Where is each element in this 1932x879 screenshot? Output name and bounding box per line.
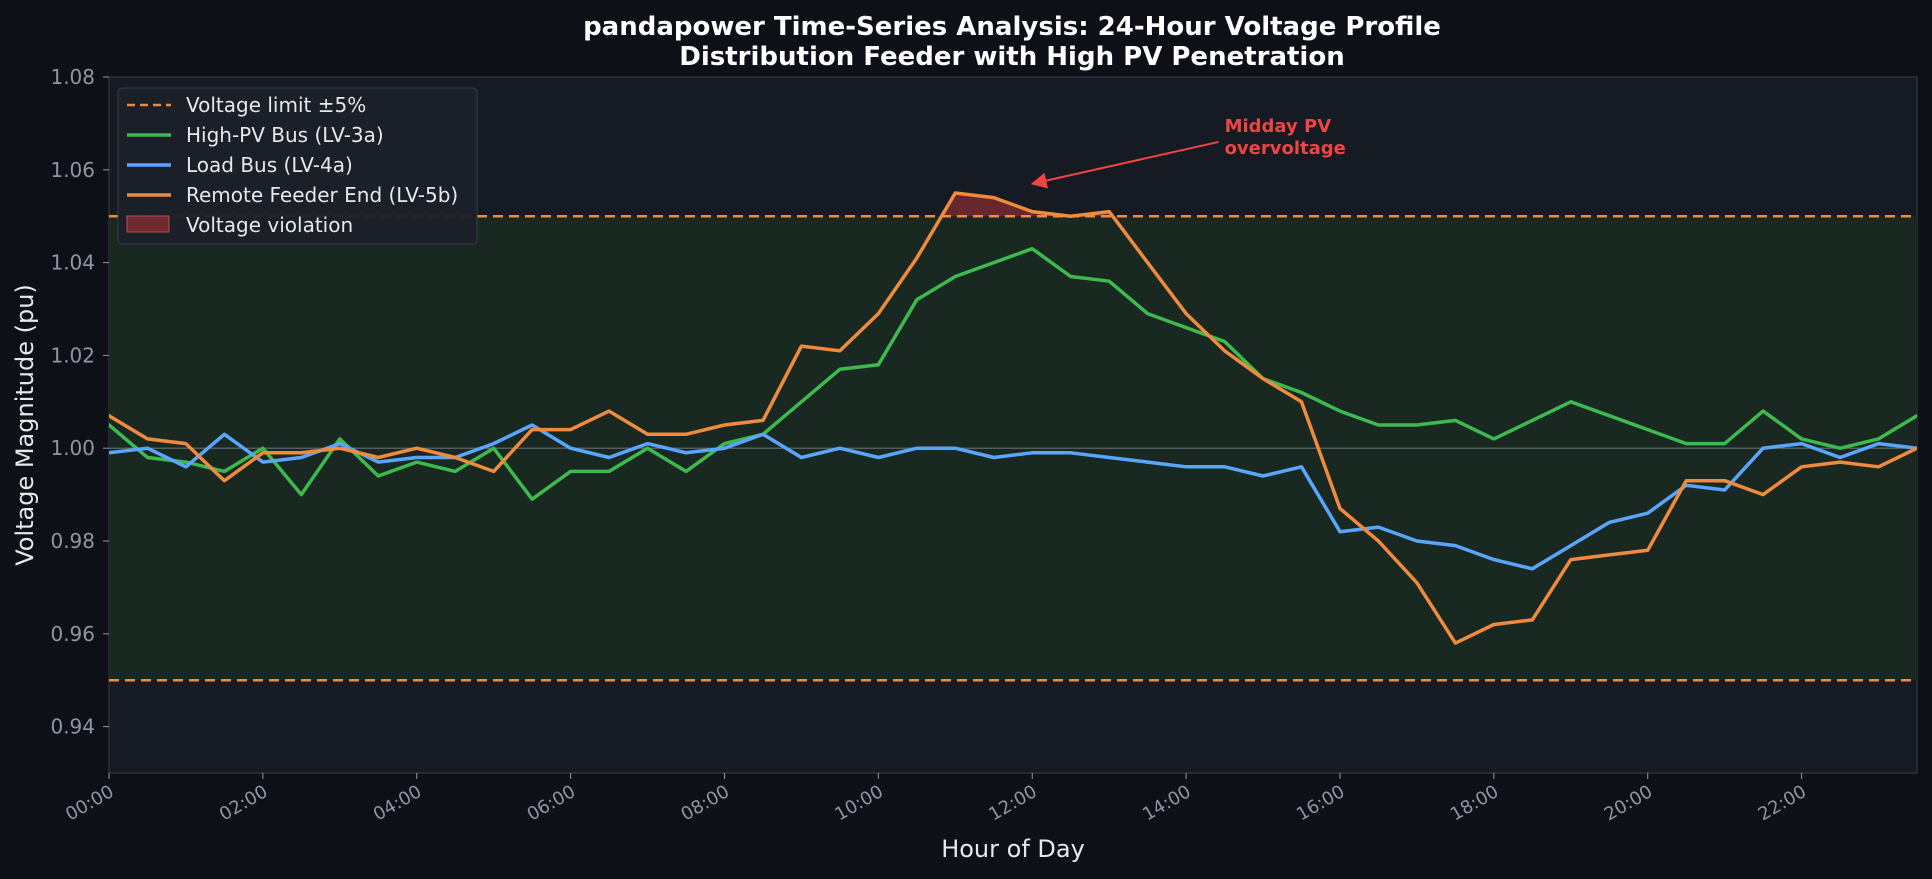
y-tick-label: 0.94 — [50, 715, 95, 739]
legend-swatch-violation — [126, 215, 170, 233]
chart-title-line-1: pandapower Time-Series Analysis: 24-Hour… — [583, 12, 1441, 42]
y-tick-label: 0.96 — [50, 622, 95, 646]
y-tick-label: 1.02 — [50, 343, 95, 367]
chart-title-line-2: Distribution Feeder with High PV Penetra… — [679, 42, 1344, 72]
legend: Voltage limit ±5% High-PV Bus (LV-3a) Lo… — [117, 87, 478, 245]
x-tick-label: 12:00 — [985, 781, 1040, 825]
x-axis-label: Hour of Day — [941, 835, 1085, 863]
x-tick-label: 16:00 — [1293, 781, 1348, 825]
x-tick-label: 02:00 — [216, 781, 271, 825]
y-axis-ticks: 0.94 0.96 0.98 1.00 1.02 1.04 1.06 1.08 — [50, 65, 109, 739]
annotation-text-line-1: Midday PV — [1225, 116, 1332, 137]
y-tick-label: 1.08 — [50, 65, 95, 89]
legend-label-load-bus: Load Bus (LV-4a) — [186, 153, 353, 177]
x-tick-label: 06:00 — [524, 781, 579, 825]
x-tick-label: 04:00 — [370, 781, 425, 825]
y-tick-label: 1.04 — [50, 251, 95, 275]
violation-fill-segment — [955, 193, 994, 217]
y-tick-label: 1.06 — [50, 158, 95, 182]
x-tick-label: 14:00 — [1139, 781, 1194, 825]
series-layer — [109, 191, 1917, 645]
series-line-load-bus — [109, 423, 1917, 571]
legend-box — [117, 87, 478, 245]
x-tick-label: 10:00 — [831, 781, 886, 825]
x-axis-ticks: 00:00 02:00 04:00 06:00 08:00 10:00 12:00 14:00… — [62, 773, 1810, 825]
legend-label-violation: Voltage violation — [186, 213, 353, 237]
x-tick-label: 22:00 — [1755, 781, 1810, 825]
y-tick-label: 1.00 — [50, 436, 95, 460]
legend-label-limit: Voltage limit ±5% — [186, 93, 366, 117]
x-tick-label: 08:00 — [678, 781, 733, 825]
series-line-remote-feeder-end — [109, 191, 1917, 645]
y-axis-label: Voltage Magnitude (pu) — [11, 284, 39, 566]
legend-label-remote-feeder-end: Remote Feeder End (LV-5b) — [186, 183, 458, 207]
annotation-text-line-2: overvoltage — [1225, 138, 1346, 159]
annotation-arrow — [1030, 140, 1219, 189]
series-line-high-pv-bus — [109, 246, 1917, 501]
x-tick-label: 00:00 — [62, 781, 117, 825]
x-tick-label: 18:00 — [1447, 781, 1502, 825]
y-tick-label: 0.98 — [50, 529, 95, 553]
legend-label-high-pv-bus: High-PV Bus (LV-3a) — [186, 123, 384, 147]
x-tick-label: 20:00 — [1601, 781, 1656, 825]
